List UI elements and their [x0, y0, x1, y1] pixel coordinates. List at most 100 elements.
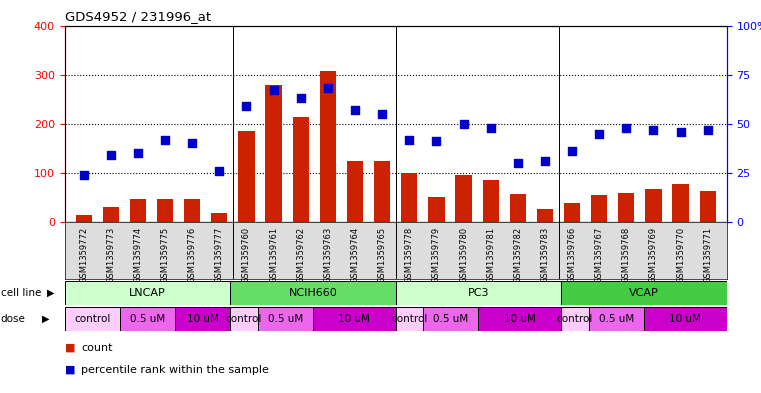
Bar: [238, 131, 255, 222]
Bar: [537, 209, 553, 222]
Text: PC3: PC3: [468, 288, 489, 298]
Bar: [455, 175, 472, 222]
Text: 10 uM: 10 uM: [339, 314, 371, 324]
Point: [78, 172, 90, 178]
Point: [268, 87, 280, 94]
Text: LNCAP: LNCAP: [129, 288, 166, 298]
Bar: [157, 199, 174, 222]
Bar: [184, 199, 200, 222]
Bar: [258, 307, 313, 331]
Text: 10 uM: 10 uM: [670, 314, 702, 324]
Point: [403, 136, 416, 143]
Text: GSM1359776: GSM1359776: [188, 227, 196, 283]
Bar: [564, 204, 580, 222]
Text: ■: ■: [65, 343, 75, 353]
Bar: [396, 307, 423, 331]
Bar: [320, 71, 336, 222]
Bar: [699, 191, 716, 222]
Bar: [428, 197, 444, 222]
Point: [485, 125, 497, 131]
Point: [674, 129, 686, 135]
Text: GSM1359773: GSM1359773: [107, 227, 116, 283]
Bar: [401, 173, 418, 222]
Bar: [175, 307, 230, 331]
Text: GSM1359764: GSM1359764: [351, 227, 359, 283]
Text: GSM1359772: GSM1359772: [79, 227, 88, 283]
Bar: [374, 161, 390, 222]
Text: 0.5 uM: 0.5 uM: [268, 314, 303, 324]
Text: 0.5 uM: 0.5 uM: [130, 314, 165, 324]
Bar: [561, 307, 589, 331]
Text: GSM1359775: GSM1359775: [161, 227, 170, 283]
Text: control: control: [391, 314, 428, 324]
Text: GSM1359777: GSM1359777: [215, 227, 224, 283]
Bar: [347, 161, 363, 222]
Bar: [591, 195, 607, 222]
Bar: [230, 281, 396, 305]
Point: [566, 148, 578, 154]
Point: [213, 168, 225, 174]
Text: GSM1359765: GSM1359765: [377, 227, 387, 283]
Text: GSM1359771: GSM1359771: [703, 227, 712, 283]
Bar: [103, 207, 119, 222]
Point: [132, 150, 144, 156]
Point: [430, 138, 442, 145]
Text: GSM1359778: GSM1359778: [405, 227, 414, 283]
Text: GSM1359774: GSM1359774: [133, 227, 142, 283]
Point: [702, 127, 714, 133]
Text: GSM1359783: GSM1359783: [540, 227, 549, 283]
Text: control: control: [226, 314, 263, 324]
Bar: [65, 281, 230, 305]
Text: GSM1359780: GSM1359780: [459, 227, 468, 283]
Text: GSM1359781: GSM1359781: [486, 227, 495, 283]
Bar: [212, 213, 228, 222]
Point: [539, 158, 551, 164]
Bar: [618, 193, 635, 222]
Bar: [75, 215, 92, 222]
Bar: [482, 180, 498, 222]
Bar: [510, 194, 526, 222]
Point: [648, 127, 660, 133]
Bar: [293, 118, 309, 222]
Point: [593, 130, 605, 137]
Text: count: count: [81, 343, 113, 353]
Point: [511, 160, 524, 166]
Point: [376, 111, 388, 117]
Text: 10 uM: 10 uM: [186, 314, 218, 324]
Point: [620, 125, 632, 131]
Bar: [266, 85, 282, 222]
Point: [240, 103, 253, 109]
Text: NCIH660: NCIH660: [288, 288, 337, 298]
Bar: [130, 199, 146, 222]
Bar: [673, 184, 689, 222]
Bar: [65, 307, 119, 331]
Point: [186, 140, 199, 147]
Text: control: control: [74, 314, 110, 324]
Text: GSM1359779: GSM1359779: [432, 227, 441, 283]
Point: [322, 85, 334, 92]
Text: cell line: cell line: [1, 288, 41, 298]
Text: dose: dose: [1, 314, 26, 324]
Bar: [589, 307, 644, 331]
Text: GSM1359761: GSM1359761: [269, 227, 278, 283]
Text: 0.5 uM: 0.5 uM: [599, 314, 634, 324]
Text: GSM1359782: GSM1359782: [514, 227, 522, 283]
Text: GSM1359770: GSM1359770: [676, 227, 685, 283]
Text: GSM1359760: GSM1359760: [242, 227, 251, 283]
Bar: [396, 281, 561, 305]
Text: ▶: ▶: [42, 314, 49, 324]
Point: [295, 95, 307, 101]
Bar: [313, 307, 396, 331]
Text: percentile rank within the sample: percentile rank within the sample: [81, 365, 269, 375]
Bar: [119, 307, 175, 331]
Text: GSM1359767: GSM1359767: [595, 227, 603, 283]
Bar: [645, 189, 661, 222]
Point: [349, 107, 361, 113]
Point: [457, 121, 470, 127]
Bar: [644, 307, 727, 331]
Text: ■: ■: [65, 364, 75, 374]
Text: GSM1359763: GSM1359763: [323, 227, 333, 283]
Bar: [423, 307, 479, 331]
Bar: [561, 281, 727, 305]
Text: GSM1359762: GSM1359762: [296, 227, 305, 283]
